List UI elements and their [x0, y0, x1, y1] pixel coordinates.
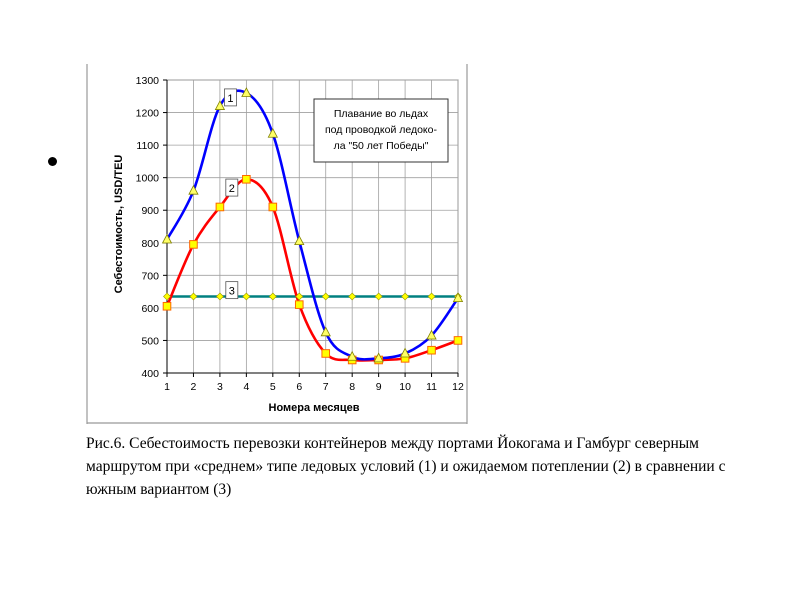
x-tick-label: 3 — [217, 381, 223, 393]
x-tick-label: 11 — [426, 381, 437, 393]
series-3-point — [295, 292, 304, 301]
series-1-point — [347, 350, 358, 361]
y-tick-label: 600 — [141, 303, 159, 315]
y-tick-label: 400 — [141, 368, 159, 380]
series-3-point — [348, 292, 357, 301]
series-1-point — [161, 233, 173, 244]
series-2-point — [294, 300, 304, 309]
slide-bullet — [48, 157, 57, 166]
series-label-1: 1 — [224, 88, 237, 107]
y-tick-label: 900 — [141, 205, 159, 217]
series-3-point — [268, 292, 277, 301]
figure-caption: Рис.6. Себестоимость перевозки контейнер… — [86, 435, 726, 498]
y-tick-label: 500 — [141, 335, 159, 347]
series-2-point — [215, 202, 225, 212]
series-3-point — [163, 292, 171, 301]
x-tick-label: 2 — [191, 381, 197, 393]
series-label-2: 2 — [225, 178, 239, 197]
series-1-point — [373, 352, 384, 363]
series-2-point — [162, 301, 172, 311]
series-label-text: 2 — [229, 183, 235, 195]
x-tick-label: 9 — [376, 381, 382, 393]
y-tick-label: 700 — [141, 270, 159, 282]
series-1-point — [267, 127, 278, 138]
series-1-point — [399, 347, 411, 358]
y-tick-label: 800 — [141, 238, 159, 250]
x-tick-label: 7 — [323, 381, 329, 393]
chart-figure: 400 500 600 700 800 900 1000 1100 1200 1300 1 2 3 4 5 6… — [86, 64, 470, 424]
series-1-point — [214, 100, 226, 110]
series-1-point — [320, 326, 331, 337]
x-tick-label: 6 — [296, 381, 302, 393]
y-tick-label: 1000 — [136, 173, 160, 185]
series-2-point — [268, 202, 278, 212]
series-label-box — [225, 178, 239, 197]
series-label-text: 1 — [227, 93, 233, 105]
annotation-box: Плавание во льдах под проводкой ледоко-ла… — [313, 98, 449, 163]
x-tick-label: 5 — [270, 381, 276, 393]
series-1-point — [241, 87, 252, 97]
series-2-point — [453, 336, 463, 345]
series-3-point — [401, 292, 410, 301]
series-2-point — [321, 349, 331, 358]
series-3-point — [427, 292, 436, 301]
x-tick-label: 4 — [243, 381, 249, 393]
x-tick-label: 12 — [452, 381, 464, 393]
series-1-point — [294, 235, 305, 246]
series-label-3: 3 — [225, 281, 239, 300]
series-label-text: 3 — [229, 286, 235, 298]
series-label-box — [225, 281, 239, 300]
series-label-box — [224, 88, 237, 107]
series-2-point — [427, 345, 436, 355]
series-3-point — [374, 292, 383, 301]
series-3-point — [189, 292, 198, 301]
annotation-frame — [313, 98, 449, 163]
y-tick-label: 1200 — [136, 108, 160, 120]
y-tick-label: 1300 — [136, 75, 160, 87]
y-axis-label: Себестоимость, USD/TEU — [113, 155, 125, 294]
series-1-point — [188, 184, 199, 195]
series-1-point — [426, 329, 437, 340]
x-tick-label: 8 — [349, 381, 355, 393]
annotation-line: под проводкой ледоко- — [325, 124, 437, 136]
annotation-line: ла "50 лет Победы" — [334, 140, 429, 152]
series-2-point — [189, 240, 198, 249]
series-3-point — [215, 292, 224, 301]
x-tick-label: 1 — [164, 381, 170, 393]
x-tick-label: 10 — [399, 381, 411, 393]
series-2-point — [242, 174, 251, 184]
annotation-line: Плавание во льдах — [334, 108, 429, 120]
series-1-point — [452, 292, 464, 303]
series-3-point — [321, 292, 330, 301]
series-3-point — [242, 292, 251, 301]
x-axis-label: Номера месяцев — [269, 402, 360, 414]
y-tick-label: 1100 — [136, 140, 159, 152]
